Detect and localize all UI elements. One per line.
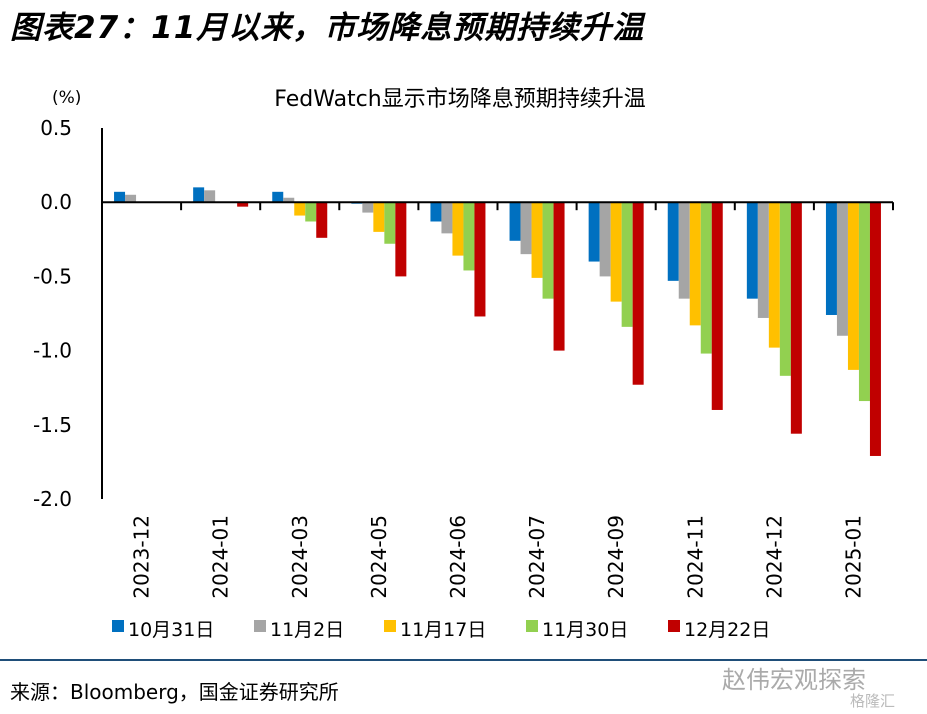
bar-2024-12-11月2日 — [757, 202, 769, 318]
x-tick-label: 2024-05 — [367, 515, 391, 599]
bar-2024-06-12月22日 — [474, 202, 486, 317]
y-tick-label: 0.5 — [40, 116, 72, 140]
x-tick-label: 2024-06 — [446, 515, 470, 599]
watermark-logo: 格隆汇 — [850, 692, 896, 710]
x-tick-label: 2025-01 — [841, 515, 865, 599]
separator-line — [0, 659, 927, 661]
bar-2025-01-11月17日 — [847, 202, 859, 370]
legend-label: 11月2日 — [270, 619, 344, 641]
bar-2024-03-10月31日 — [272, 191, 284, 203]
y-tick-label: -2.0 — [33, 487, 72, 511]
bar-2024-12-11月17日 — [768, 202, 780, 348]
y-tick-label: 0.0 — [40, 190, 72, 214]
y-tick-label: -1.0 — [33, 339, 72, 363]
bar-2024-06-11月17日 — [452, 202, 464, 256]
legend-swatch — [384, 620, 396, 632]
bar-2024-07-11月2日 — [520, 202, 532, 255]
chart-title: FedWatch显示市场降息预期持续升温 — [274, 87, 645, 112]
legend-swatch — [112, 620, 124, 632]
bar-2024-07-10月31日 — [509, 202, 521, 241]
watermark: 赵伟宏观探索 — [722, 666, 866, 694]
x-tick-label: 2024-03 — [288, 515, 312, 599]
bar-2024-05-11月2日 — [362, 202, 374, 213]
bar-2024-11-10月31日 — [667, 202, 679, 281]
bar-2024-01-12月22日 — [237, 202, 249, 207]
bar-2025-01-11月30日 — [858, 202, 870, 402]
bar-2024-03-12月22日 — [316, 202, 328, 238]
bar-2024-05-11月30日 — [384, 202, 396, 244]
legend-label: 10月31日 — [128, 619, 214, 641]
legend-label: 11月17日 — [400, 619, 486, 641]
bar-2023-12-11月2日 — [125, 194, 137, 203]
bar-2024-09-12月22日 — [632, 202, 644, 385]
bar-2024-12-11月30日 — [779, 202, 791, 376]
bar-2024-01-11月2日 — [204, 190, 216, 203]
bar-2024-05-12月22日 — [395, 202, 407, 277]
source-note: 来源：Bloomberg，国金证券研究所 — [10, 680, 339, 704]
figure-header: 图表27：11月以来，市场降息预期持续升温 — [10, 10, 645, 46]
bar-2024-11-12月22日 — [711, 202, 723, 410]
x-tick-label: 2024-07 — [525, 515, 549, 599]
bar-2024-01-10月31日 — [193, 187, 205, 203]
bar-2024-11-11月17日 — [689, 202, 701, 326]
x-tick-label: 2024-11 — [683, 515, 707, 599]
y-tick-label: -1.5 — [33, 413, 72, 437]
bar-2024-11-11月2日 — [678, 202, 690, 299]
bar-2024-09-11月17日 — [610, 202, 622, 302]
bar-2024-03-11月2日 — [283, 197, 295, 203]
bar-2024-05-11月17日 — [373, 202, 385, 232]
bar-2023-12-10月31日 — [114, 191, 126, 203]
x-tick-label: 2023-12 — [130, 515, 154, 599]
y-tick-label: -0.5 — [33, 264, 72, 288]
bar-2024-06-10月31日 — [430, 202, 442, 222]
bar-2024-09-11月2日 — [599, 202, 611, 277]
bar-2024-09-11月30日 — [621, 202, 633, 327]
legend-swatch — [254, 620, 266, 632]
x-tick-label: 2024-09 — [604, 515, 628, 599]
bar-2024-03-11月30日 — [305, 202, 317, 222]
bar-2025-01-11月2日 — [836, 202, 848, 336]
bar-2025-01-12月22日 — [869, 202, 881, 456]
legend-label: 11月30日 — [542, 619, 628, 641]
bar-2024-12-12月22日 — [790, 202, 802, 434]
y-axis-unit: (%) — [52, 88, 81, 108]
x-tick-label: 2024-01 — [209, 515, 233, 599]
legend-swatch — [668, 620, 680, 632]
bar-2024-06-11月2日 — [441, 202, 453, 234]
bar-2024-09-10月31日 — [588, 202, 600, 262]
bar-2024-06-11月30日 — [463, 202, 475, 271]
x-tick-label: 2024-12 — [762, 515, 786, 599]
legend-label: 12月22日 — [684, 619, 770, 641]
bar-2024-07-11月17日 — [531, 202, 543, 278]
bar-2024-11-11月30日 — [700, 202, 712, 354]
bar-2024-07-11月30日 — [542, 202, 554, 299]
bar-2024-12-10月31日 — [746, 202, 758, 299]
bar-2024-03-11月17日 — [294, 202, 306, 216]
bar-2024-07-12月22日 — [553, 202, 565, 351]
legend-swatch — [526, 620, 538, 632]
bar-2025-01-10月31日 — [825, 202, 837, 315]
